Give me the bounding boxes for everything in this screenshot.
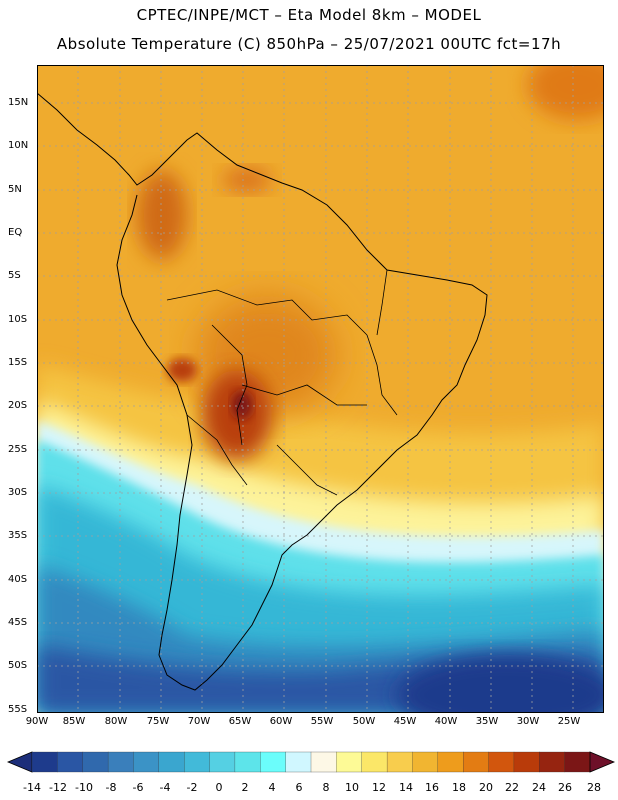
map-border — [37, 65, 604, 713]
lon-label: 45W — [393, 716, 417, 727]
lon-label: 50W — [352, 716, 376, 727]
colorbar-label: 16 — [425, 781, 439, 794]
colorbar-label: 6 — [295, 781, 303, 794]
colorbar-label: -4 — [159, 781, 171, 794]
colorbar-label: 24 — [532, 781, 546, 794]
colorbar-label: -14 — [23, 781, 41, 794]
warm-peru — [167, 358, 197, 382]
lon-label: 35W — [475, 716, 499, 727]
lat-label: 10S — [8, 314, 28, 325]
colorbar-cell — [209, 751, 236, 773]
lat-label: 45S — [8, 617, 28, 628]
temperature-map — [37, 65, 604, 713]
colorbar-label: -10 — [75, 781, 93, 794]
colorbar-cell — [513, 751, 540, 773]
colorbar-cell — [57, 751, 84, 773]
colorbar-cell — [184, 751, 210, 773]
lon-label: 65W — [228, 716, 252, 727]
hot-core — [232, 391, 252, 419]
colorbar-cell — [107, 751, 134, 773]
coastline-south-america — [37, 92, 488, 691]
colorbar-cell — [234, 751, 261, 773]
country-borders — [166, 269, 398, 496]
lat-label: 10N — [8, 140, 29, 151]
lon-label: 60W — [269, 716, 293, 727]
map-title: CPTEC/INPE/MCT – Eta Model 8km – MODEL — [136, 6, 482, 24]
colorbar-label: 20 — [479, 781, 493, 794]
lon-label: 75W — [146, 716, 170, 727]
lat-label: EQ — [8, 227, 23, 238]
map-subtitle: Absolute Temperature (C) 850hPa – 25/07/… — [56, 35, 562, 53]
lon-label: 90W — [25, 716, 49, 727]
colorbar-cell — [133, 751, 160, 773]
warm-venezuela — [222, 168, 272, 192]
colorbar-label: -2 — [186, 781, 198, 794]
lat-label: 35S — [8, 530, 28, 541]
colorbar-cell — [336, 751, 363, 773]
lon-label: 25W — [557, 716, 581, 727]
colorbar-cell — [539, 751, 566, 773]
colorbar-label: 0 — [215, 781, 223, 794]
lat-label: 15N — [8, 97, 29, 108]
colorbar-cell — [310, 751, 337, 773]
lat-label: 30S — [8, 487, 28, 498]
colorbar-label: -12 — [49, 781, 67, 794]
warm-andes-north — [137, 170, 187, 260]
colorbar-label: 4 — [268, 781, 276, 794]
colorbar-label: 12 — [372, 781, 386, 794]
colorbar-cell — [564, 751, 591, 773]
colorbar — [6, 751, 616, 773]
colorbar-cell — [412, 751, 439, 773]
colorbar-label: 26 — [558, 781, 572, 794]
colorbar-cell — [285, 751, 312, 773]
lat-label: 5N — [8, 184, 22, 195]
lat-label: 55S — [8, 704, 28, 715]
lon-label: 85W — [62, 716, 86, 727]
hot-region-ne — [527, 65, 604, 120]
colorbar-cell — [82, 751, 109, 773]
colorbar-label: 2 — [241, 781, 249, 794]
colorbar-cell — [361, 751, 388, 773]
lon-label: 80W — [104, 716, 128, 727]
colorbar-arrow-left — [6, 751, 33, 773]
colorbar-label: 18 — [452, 781, 466, 794]
colorbar-label: -6 — [132, 781, 144, 794]
deep-cold-core — [397, 655, 604, 713]
colorbar-label: 28 — [587, 781, 601, 794]
colorbar-cell — [437, 751, 464, 773]
colorbar-cell — [488, 751, 515, 773]
colorbar-cell — [260, 751, 287, 773]
lat-label: 15S — [8, 357, 28, 368]
colorbar-cell — [463, 751, 489, 773]
colorbar-cell — [31, 751, 58, 773]
colorbar-label: 14 — [399, 781, 413, 794]
lat-label: 40S — [8, 574, 28, 585]
colorbar-cell — [158, 751, 185, 773]
lon-label: 40W — [434, 716, 458, 727]
colorbar-label: 8 — [322, 781, 330, 794]
colorbar-label: -8 — [105, 781, 117, 794]
lon-label: 30W — [516, 716, 540, 727]
lon-label: 55W — [310, 716, 334, 727]
lon-label: 70W — [187, 716, 211, 727]
lat-label: 5S — [8, 270, 21, 281]
colorbar-arrow-right — [589, 751, 616, 773]
colorbar-cell — [386, 751, 413, 773]
lat-label: 20S — [8, 400, 28, 411]
lat-label: 50S — [8, 660, 28, 671]
lat-label: 25S — [8, 444, 28, 455]
colorbar-label: 10 — [345, 781, 359, 794]
colorbar-label: 22 — [505, 781, 519, 794]
